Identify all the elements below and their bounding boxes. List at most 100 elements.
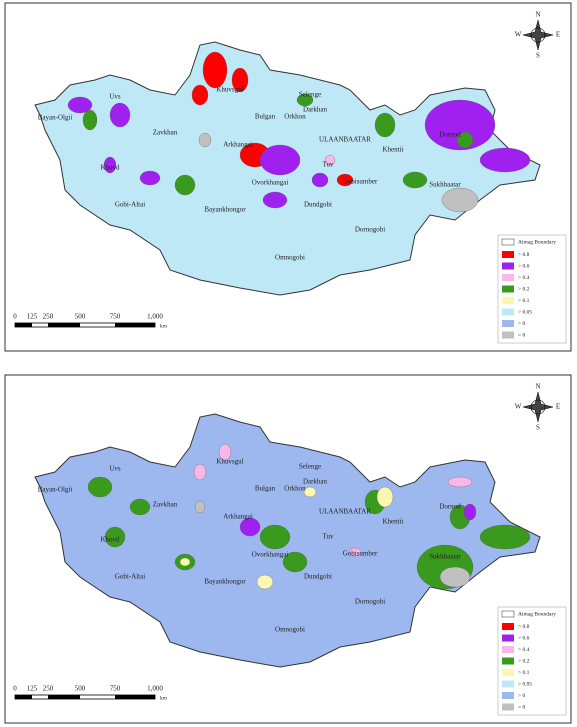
compass-ring bbox=[530, 27, 546, 43]
province-label: Zavkhan bbox=[153, 501, 178, 509]
district-region bbox=[104, 526, 126, 548]
legend-swatch bbox=[502, 320, 514, 327]
district-region bbox=[441, 187, 479, 213]
scale-segment bbox=[15, 323, 32, 327]
compass-label: E bbox=[556, 31, 560, 39]
province-label: Khuvsgul bbox=[216, 86, 243, 94]
compass-label: E bbox=[556, 403, 560, 411]
district-region bbox=[239, 517, 261, 537]
scale-segment bbox=[48, 695, 80, 699]
district-region bbox=[402, 171, 428, 189]
scale-unit: km bbox=[160, 323, 168, 329]
scale-label: 500 bbox=[75, 685, 86, 693]
legend-label: > 0.2 bbox=[518, 658, 530, 664]
compass-label: W bbox=[515, 403, 522, 411]
scale-label: 750 bbox=[110, 313, 121, 321]
district-region bbox=[259, 524, 291, 550]
province-label: Arkhangai bbox=[223, 513, 253, 521]
scale-unit: km bbox=[160, 695, 168, 701]
province-label: Khuvsgul bbox=[216, 458, 243, 466]
compass-label: W bbox=[515, 31, 522, 39]
legend-swatch bbox=[502, 634, 514, 642]
district-region bbox=[218, 443, 232, 461]
legend-swatch bbox=[502, 285, 514, 293]
legend-swatch bbox=[502, 669, 514, 676]
map-panel: Bayan-Olgii Uvs Zavkhan Khovd Gobi-Altai Baya… bbox=[4, 2, 572, 352]
district-region bbox=[109, 102, 131, 128]
province-label: Ovorkhangai bbox=[252, 179, 289, 187]
district-region bbox=[193, 463, 207, 481]
scale-label: 750 bbox=[110, 685, 121, 693]
scale-label: 125 bbox=[27, 685, 38, 693]
district-region bbox=[262, 191, 288, 209]
province-label: Darkhan bbox=[303, 106, 328, 114]
district-region bbox=[259, 144, 301, 176]
province-label: Dundgobi bbox=[304, 573, 332, 581]
province-label: Tuv bbox=[322, 161, 334, 169]
legend-label: Aimag Boundary bbox=[518, 239, 556, 245]
district-region bbox=[256, 574, 274, 590]
province-label: Dundgobi bbox=[304, 201, 332, 209]
province-label: Orkhon bbox=[284, 485, 306, 493]
scale-label: 250 bbox=[43, 313, 54, 321]
compass-label: N bbox=[535, 11, 540, 19]
province-label: Dornogobi bbox=[355, 598, 385, 606]
legend-label: > 0.8 bbox=[518, 624, 530, 630]
province-label: Ovorkhangai bbox=[252, 551, 289, 559]
district-region bbox=[231, 67, 249, 93]
scale-segment bbox=[15, 695, 32, 699]
district-region bbox=[87, 476, 113, 498]
district-region bbox=[348, 547, 362, 557]
district-region bbox=[129, 498, 151, 516]
district-region bbox=[479, 147, 531, 173]
district-region bbox=[424, 99, 496, 151]
compass-label: S bbox=[536, 52, 540, 60]
legend-label: > 0.6 bbox=[518, 635, 530, 641]
district-region bbox=[202, 51, 228, 89]
province-label: Gobi-Altai bbox=[115, 201, 145, 209]
province-label: Sukhbaatar bbox=[429, 553, 461, 561]
province-label: Zavkhan bbox=[153, 129, 178, 137]
province-label: ULAANBAATAR bbox=[319, 136, 371, 144]
legend-swatch bbox=[502, 251, 514, 258]
district-region bbox=[463, 503, 477, 521]
scale-label: 1,000 bbox=[147, 685, 163, 693]
province-label: Uvs bbox=[109, 93, 121, 101]
province-label: Arkhangai bbox=[223, 141, 253, 149]
province-label: Khovd bbox=[100, 536, 120, 544]
legend-swatch bbox=[502, 308, 514, 316]
province-label: Gobi-Altai bbox=[115, 573, 145, 581]
legend-label: > 0.1 bbox=[518, 670, 530, 676]
province-label: Khovd bbox=[100, 164, 120, 172]
province-label: Bayan-Olgii bbox=[38, 114, 73, 122]
province-label: Gobisumber bbox=[343, 178, 378, 186]
legend-label: > 0.4 bbox=[518, 275, 530, 281]
compass-ring bbox=[530, 399, 546, 415]
legend-label: > 0.05 bbox=[518, 309, 532, 315]
legend-label: = 0 bbox=[518, 704, 525, 710]
legend-swatch bbox=[501, 610, 515, 618]
legend-label: > 0.8 bbox=[518, 252, 530, 258]
scale-segment bbox=[48, 323, 80, 327]
district-region bbox=[198, 132, 212, 148]
province-label: Bulgan bbox=[255, 485, 276, 493]
scale-label: 500 bbox=[75, 313, 86, 321]
province-label: Selenge bbox=[299, 463, 321, 471]
district-region bbox=[336, 173, 354, 187]
district-region bbox=[191, 84, 209, 106]
province-label: Bayankhongor bbox=[204, 206, 246, 214]
province-label: Dornod bbox=[439, 503, 461, 511]
legend-label: = 0 bbox=[518, 332, 525, 338]
legend-swatch bbox=[502, 262, 514, 270]
province-label: Dornogobi bbox=[355, 226, 385, 234]
province-label: Uvs bbox=[109, 465, 121, 473]
district-region bbox=[67, 96, 93, 114]
scale-label: 0 bbox=[13, 685, 17, 693]
district-region bbox=[374, 112, 396, 138]
legend-swatch bbox=[502, 297, 514, 304]
scale-segment bbox=[115, 323, 155, 327]
scale-label: 125 bbox=[27, 313, 38, 321]
district-region bbox=[82, 109, 98, 131]
legend-swatch bbox=[502, 646, 514, 653]
district-region bbox=[479, 524, 531, 550]
